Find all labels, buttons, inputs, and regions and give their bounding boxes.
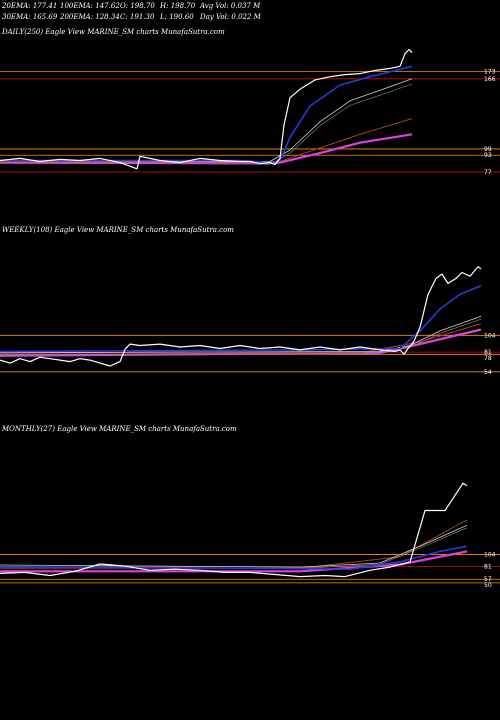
ema-mid2-line-0 <box>0 83 413 165</box>
ema-long-line-2 <box>0 550 468 573</box>
header-ema30: 30EMA: 165.69 <box>2 13 58 21</box>
tick-label-0-3: 93 <box>484 152 492 159</box>
tick-label-2-2: 57 <box>484 576 492 583</box>
header-close: C: 191.30 <box>120 13 155 21</box>
price-line-0 <box>0 48 413 170</box>
price-line-1 <box>0 266 482 367</box>
ema-mid2-line-1 <box>0 318 482 355</box>
header-high: H: 198.70 <box>160 2 196 10</box>
header-ema200: 200EMA: 128.34 <box>60 13 120 21</box>
daily-panel-title: DAILY(250) Eagle View MARINE_SM charts M… <box>2 28 225 36</box>
header-ema20: 20EMA: 177.41 <box>2 2 58 10</box>
tick-label-1-3: 54 <box>484 369 492 376</box>
ema-slow-line-1 <box>0 323 482 355</box>
tick-label-1-1: 81 <box>484 349 492 356</box>
ema-long-line-0 <box>0 133 413 164</box>
tick-label-0-0: 173 <box>484 68 496 75</box>
price-line-2 <box>0 482 468 578</box>
tick-label-1-2: 78 <box>484 355 492 362</box>
tick-label-0-4: 77 <box>484 169 492 176</box>
header-low: L: 190.60 <box>160 13 194 21</box>
monthly-panel-title: MONTHLY(27) Eagle View MARINE_SM charts … <box>2 425 237 433</box>
header-avg-volume: Avg Vol: 0.037 M <box>200 2 261 10</box>
header-day-volume: Day Vol: 0.022 M <box>200 13 261 21</box>
tick-label-2-0: 104 <box>484 552 496 559</box>
ema-slow-line-2 <box>0 519 468 569</box>
tick-label-2-3: 50 <box>484 582 492 589</box>
ema-fast-line-0 <box>0 65 413 164</box>
header-ema100: 100EMA: 147.62 <box>60 2 120 10</box>
tick-label-0-1: 166 <box>484 76 496 83</box>
tick-label-0-2: 99 <box>484 146 492 153</box>
ema-mid-line-2 <box>0 524 468 568</box>
ema-fast-line-1 <box>0 284 482 353</box>
tick-label-1-0: 104 <box>484 332 496 339</box>
ema-fast-line-2 <box>0 545 468 570</box>
weekly-panel-title: WEEKLY(108) Eagle View MARINE_SM charts … <box>2 226 234 234</box>
header-open: O: 198.70 <box>120 2 155 10</box>
tick-label-2-1: 81 <box>484 564 492 571</box>
ema-mid-line-0 <box>0 78 413 162</box>
